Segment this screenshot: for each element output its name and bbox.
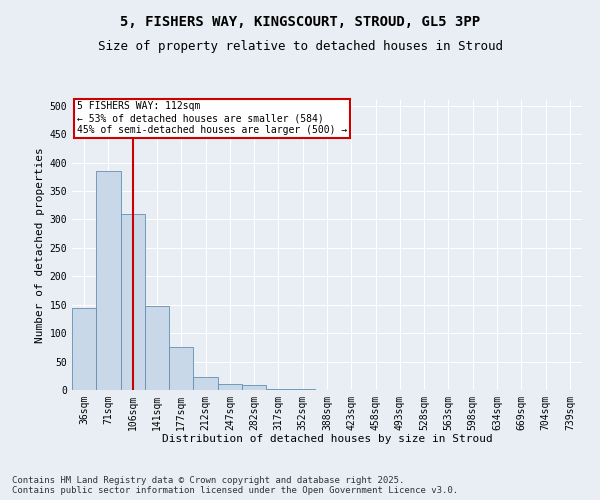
- Bar: [169, 348, 193, 390]
- Bar: [242, 386, 266, 390]
- Bar: [121, 214, 145, 390]
- Bar: [72, 308, 96, 390]
- Text: Size of property relative to detached houses in Stroud: Size of property relative to detached ho…: [97, 40, 503, 53]
- Bar: [266, 389, 290, 390]
- X-axis label: Distribution of detached houses by size in Stroud: Distribution of detached houses by size …: [161, 434, 493, 444]
- Text: 5 FISHERS WAY: 112sqm
← 53% of detached houses are smaller (584)
45% of semi-det: 5 FISHERS WAY: 112sqm ← 53% of detached …: [77, 102, 347, 134]
- Text: Contains HM Land Registry data © Crown copyright and database right 2025.
Contai: Contains HM Land Registry data © Crown c…: [12, 476, 458, 495]
- Text: 5, FISHERS WAY, KINGSCOURT, STROUD, GL5 3PP: 5, FISHERS WAY, KINGSCOURT, STROUD, GL5 …: [120, 15, 480, 29]
- Bar: [218, 384, 242, 390]
- Y-axis label: Number of detached properties: Number of detached properties: [35, 147, 46, 343]
- Bar: [145, 306, 169, 390]
- Bar: [96, 171, 121, 390]
- Bar: [193, 378, 218, 390]
